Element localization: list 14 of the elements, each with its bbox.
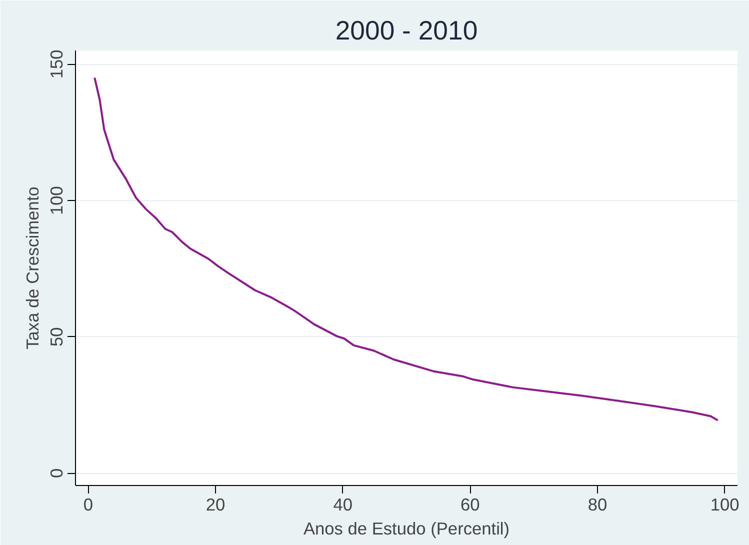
x-tick-label: 80 <box>588 494 608 514</box>
y-tick-label: 100 <box>46 186 66 215</box>
y-tick-label: 0 <box>46 468 66 478</box>
y-axis-title: Taxa de Crescimento <box>22 186 42 350</box>
chart-title: 2000 - 2010 <box>335 16 478 46</box>
line-series <box>94 76 719 422</box>
y-tick-label: 50 <box>46 327 66 346</box>
y-tick-label: 150 <box>46 50 66 79</box>
x-tick-label: 100 <box>710 494 740 514</box>
x-tick-label: 40 <box>333 494 352 514</box>
x-tick-label: 0 <box>83 494 94 514</box>
x-tick-label: 20 <box>206 494 226 514</box>
x-axis-title: Anos de Estudo (Percentil) <box>303 518 510 538</box>
x-tick-label: 60 <box>460 494 480 514</box>
